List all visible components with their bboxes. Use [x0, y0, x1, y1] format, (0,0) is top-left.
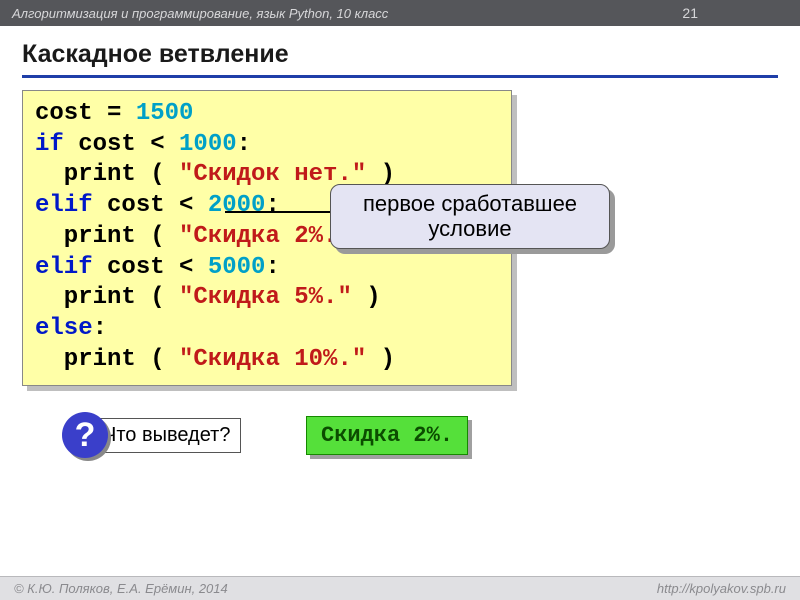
code-line: else: — [35, 314, 499, 345]
code-line: print ( "Скидка 10%." ) — [35, 345, 499, 376]
page-number: 21 — [682, 5, 788, 21]
slide-footer: © К.Ю. Поляков, Е.А. Ерёмин, 2014 http:/… — [0, 576, 800, 600]
subject-text: Алгоритмизация и программирование, язык … — [12, 6, 388, 21]
code-line: if cost < 1000: — [35, 130, 499, 161]
content-area: cost = 1500 if cost < 1000: print ( "Ски… — [0, 78, 800, 470]
code-line: print ( "Скидка 5%." ) — [35, 283, 499, 314]
slide-header: Алгоритмизация и программирование, язык … — [0, 0, 800, 26]
code-line: elif cost < 5000: — [35, 253, 499, 284]
question-mark-icon: ? — [62, 412, 108, 458]
callout-pointer — [225, 211, 335, 213]
code-line: cost = 1500 — [35, 99, 499, 130]
copyright-text: © К.Ю. Поляков, Е.А. Ерёмин, 2014 — [14, 581, 228, 596]
question-text-box: Что выведет? — [92, 418, 241, 453]
slide-title: Каскадное ветвление — [22, 40, 778, 78]
question-row: ? Что выведет? Скидка 2%. — [62, 412, 778, 458]
footer-url: http://kpolyakov.spb.ru — [657, 581, 786, 596]
callout-box: первое сработавшее условие — [330, 184, 610, 249]
question-mark-badge: ? Что выведет? — [62, 412, 108, 458]
answer-box: Скидка 2%. — [306, 416, 468, 455]
